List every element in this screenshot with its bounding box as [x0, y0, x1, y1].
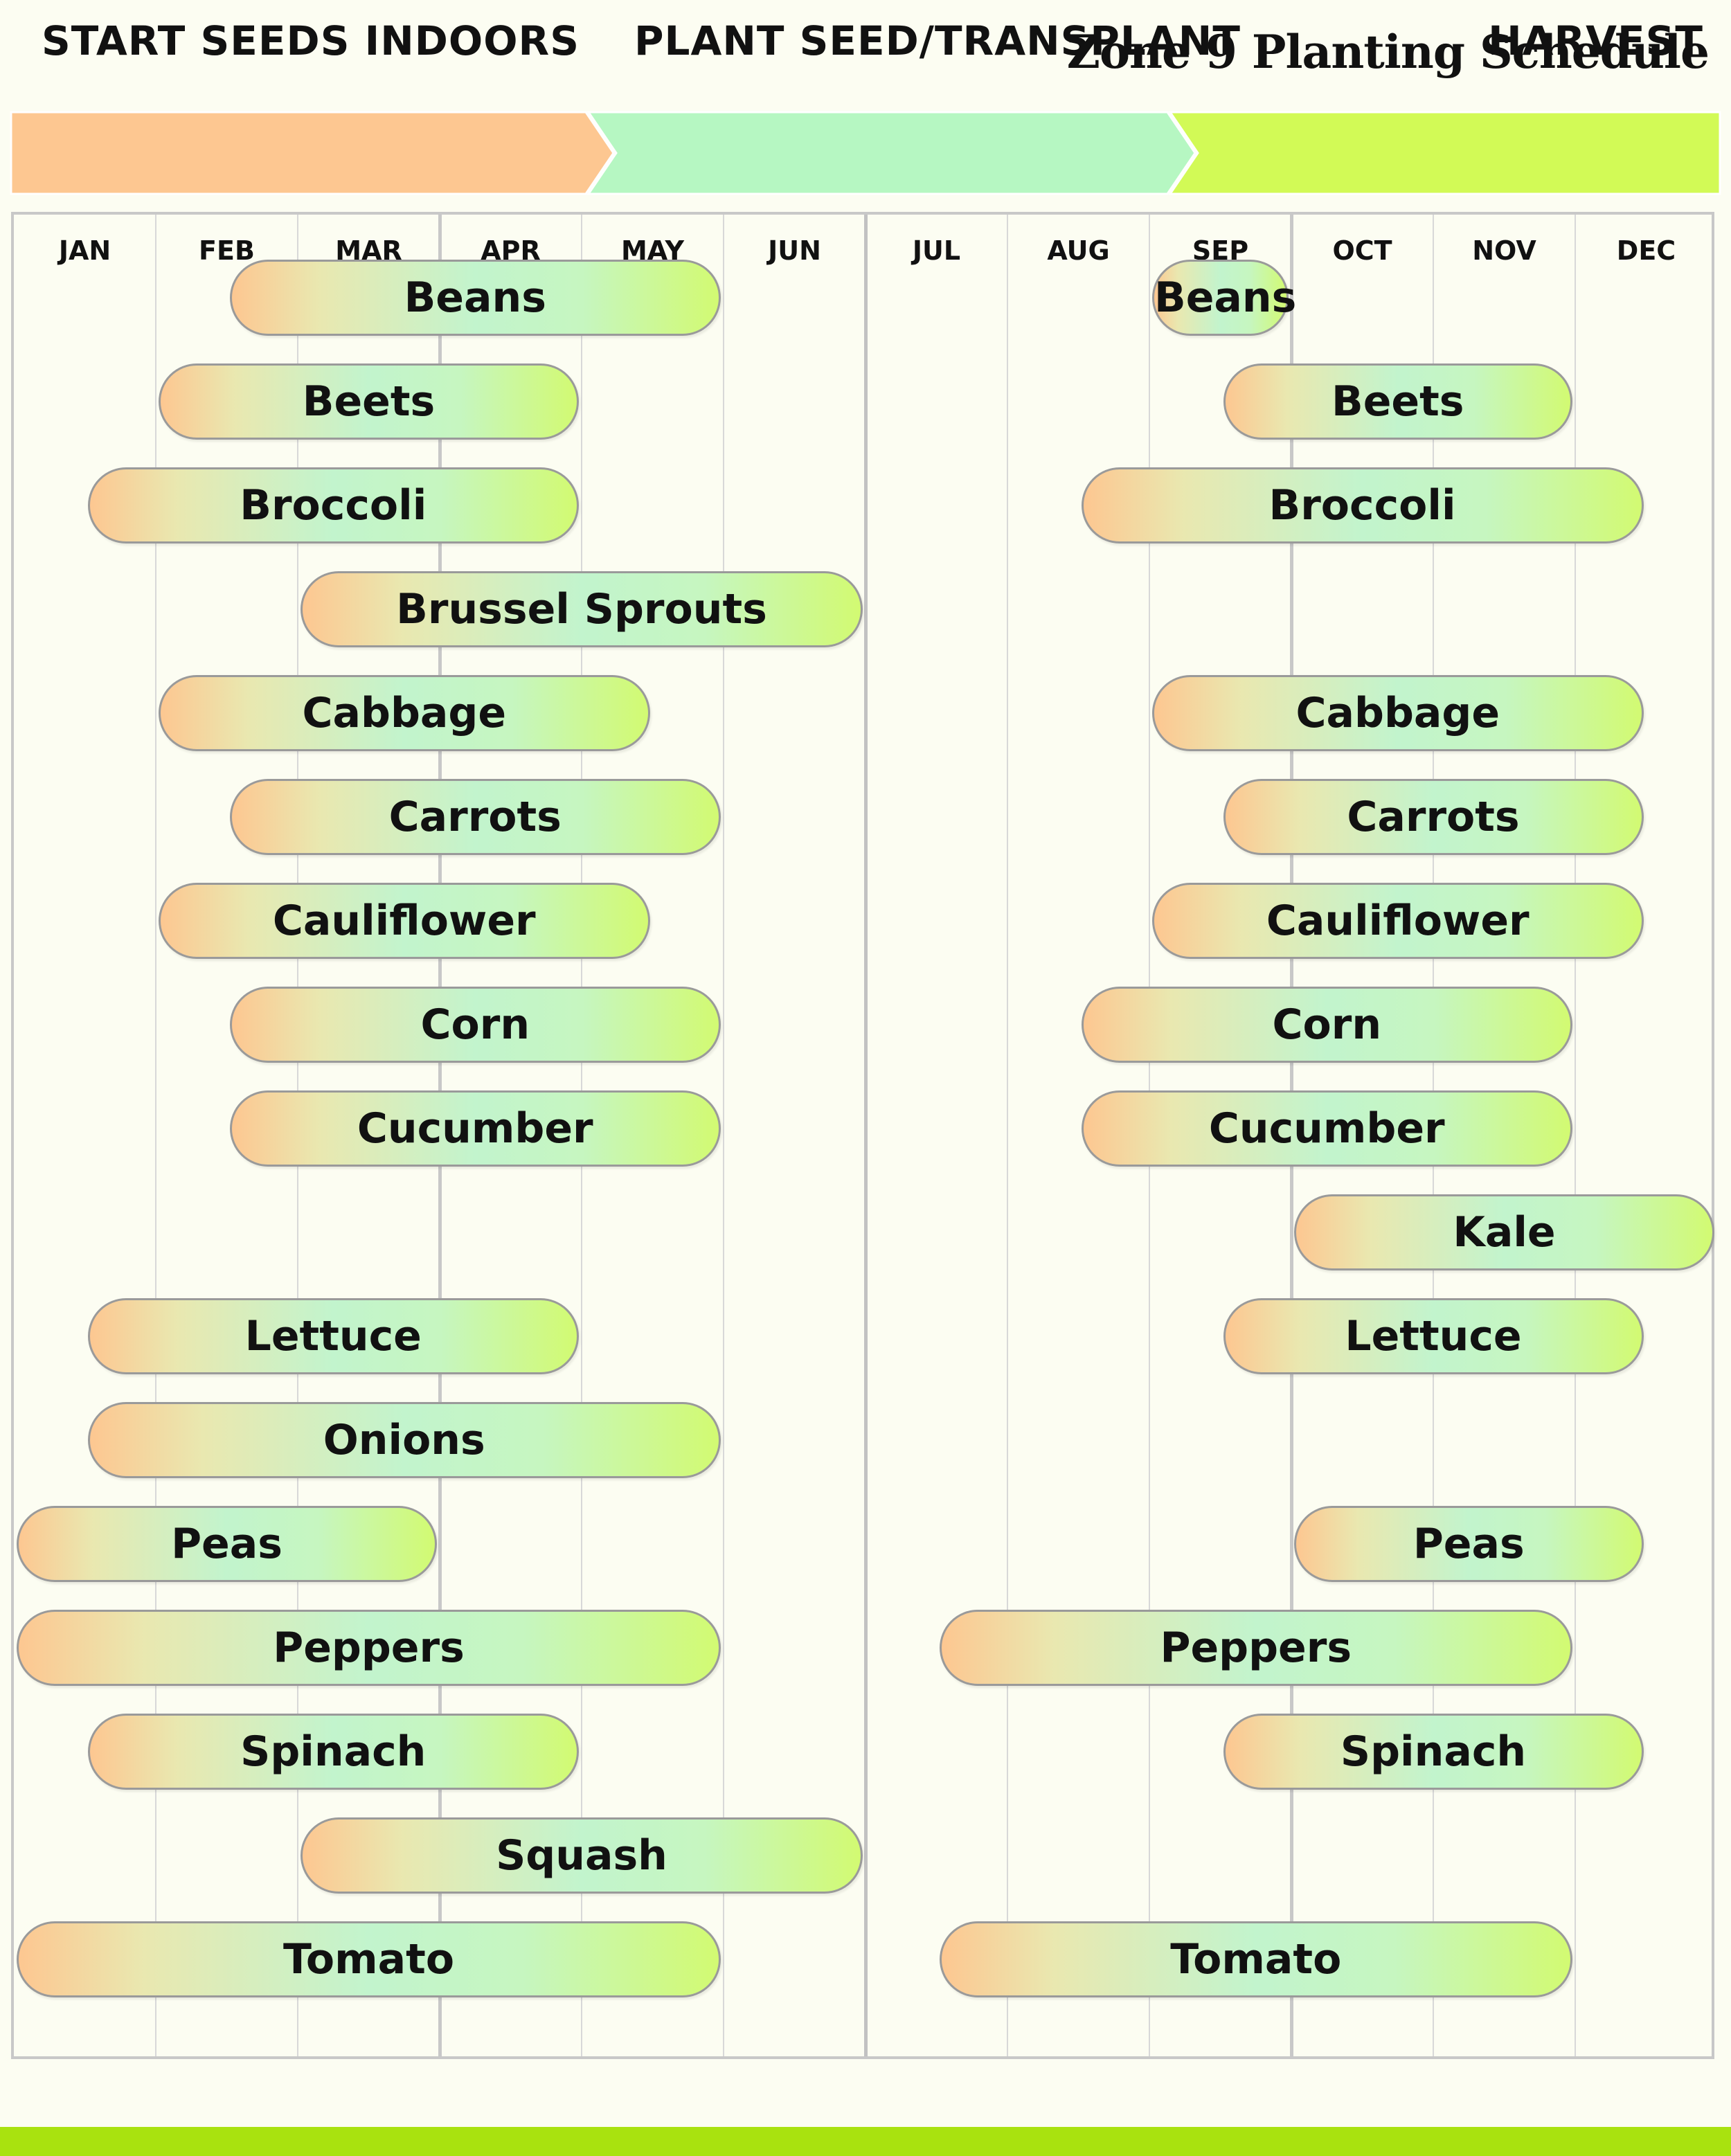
crop-bar-brussel-sprouts: Brussel Sprouts — [301, 571, 863, 647]
crop-bar-peas: Peas — [1294, 1506, 1644, 1582]
crop-bar-label: Cauliflower — [272, 897, 536, 945]
month-divider — [863, 215, 868, 2056]
page-title: Zone 9 Planting Schedule — [1066, 25, 1710, 79]
crop-bar-beans: Beans — [1152, 260, 1297, 336]
crop-bar-spinach: Spinach — [87, 1714, 579, 1790]
month-divider — [1575, 215, 1576, 2056]
crop-bar-label: Lettuce — [244, 1312, 422, 1360]
crop-bar-cauliflower: Cauliflower — [1152, 883, 1644, 959]
crop-bar-label: Beets — [302, 377, 436, 426]
crop-bar-carrots: Carrots — [229, 779, 721, 855]
crop-bar-label: Onions — [323, 1416, 485, 1464]
month-divider — [155, 215, 156, 2056]
crop-bar-beans: Beans — [229, 260, 721, 336]
crop-bar-label: Carrots — [388, 793, 562, 841]
crop-bar-label: Squash — [496, 1831, 667, 1880]
crop-bar-cucumber: Cucumber — [1081, 1090, 1572, 1167]
crop-bar-onions: Onions — [87, 1402, 721, 1478]
crop-bar-label: Beans — [404, 273, 546, 322]
crop-bar-broccoli: Broccoli — [1081, 467, 1644, 544]
crop-bar-cucumber: Cucumber — [229, 1090, 721, 1167]
crop-bar-label: Cucumber — [357, 1104, 593, 1153]
crop-bar-spinach: Spinach — [1223, 1714, 1644, 1790]
crop-bar-tomato: Tomato — [939, 1921, 1572, 1997]
crop-bar-corn: Corn — [1081, 987, 1572, 1063]
crop-bar-cabbage: Cabbage — [159, 675, 650, 751]
month-label-aug: AUG — [1047, 235, 1110, 266]
month-divider — [1007, 215, 1008, 2056]
legend-plant-label: PLANT SEED/TRANSPLANT — [634, 17, 1241, 64]
crop-bar-label: Tomato — [282, 1935, 455, 1984]
legend-ribbon — [10, 111, 1721, 195]
legend-start-seeds-label: START SEEDS INDOORS — [42, 17, 580, 64]
month-label-oct: OCT — [1332, 235, 1392, 266]
schedule-grid — [11, 212, 1714, 2059]
crop-bar-label: Peppers — [273, 1624, 465, 1672]
month-label-jan: JAN — [58, 235, 111, 266]
crop-bar-label: Brussel Sprouts — [396, 585, 767, 634]
crop-bar-label: Cucumber — [1208, 1104, 1445, 1153]
crop-bar-corn: Corn — [229, 987, 721, 1063]
month-label-jun: JUN — [768, 235, 821, 266]
crop-bar-squash: Squash — [301, 1817, 863, 1894]
crop-bar-label: Corn — [420, 1000, 530, 1049]
crop-bar-label: Lettuce — [1345, 1312, 1522, 1360]
crop-bar-cabbage: Cabbage — [1152, 675, 1644, 751]
footer-bar — [0, 2127, 1731, 2156]
crop-bar-label: Corn — [1272, 1000, 1382, 1049]
legend-harvest-shape — [1168, 111, 1721, 195]
month-label-nov: NOV — [1472, 235, 1536, 266]
crop-bar-label: Carrots — [1347, 793, 1520, 841]
crop-bar-label: Cabbage — [1295, 689, 1500, 737]
crop-bar-tomato: Tomato — [17, 1921, 721, 1997]
crop-bar-beets: Beets — [1223, 363, 1572, 440]
crop-bar-peppers: Peppers — [939, 1610, 1572, 1686]
crop-bar-broccoli: Broccoli — [87, 467, 579, 544]
month-divider — [723, 215, 724, 2056]
crop-bar-lettuce: Lettuce — [1223, 1298, 1644, 1374]
crop-bar-label: Cabbage — [302, 689, 507, 737]
crop-bar-peppers: Peppers — [17, 1610, 721, 1686]
crop-bar-carrots: Carrots — [1223, 779, 1644, 855]
crop-bar-label: Kale — [1453, 1208, 1556, 1257]
crop-bar-label: Peas — [1412, 1520, 1525, 1568]
month-label-feb: FEB — [199, 235, 255, 266]
crop-bar-lettuce: Lettuce — [87, 1298, 579, 1374]
crop-bar-label: Broccoli — [240, 481, 427, 530]
crop-bar-label: Broccoli — [1268, 481, 1456, 530]
legend-start-seeds-shape — [10, 111, 615, 195]
crop-bar-label: Peppers — [1160, 1624, 1352, 1672]
crop-bar-label: Tomato — [1170, 1935, 1342, 1984]
crop-bar-label: Beans — [1154, 273, 1297, 322]
crop-bar-label: Beets — [1331, 377, 1464, 426]
crop-bar-beets: Beets — [159, 363, 579, 440]
crop-bar-label: Spinach — [1340, 1727, 1527, 1776]
crop-bar-label: Peas — [171, 1520, 282, 1568]
legend-plant-shape — [586, 111, 1196, 195]
legend-harvest-label: HARVEST — [1488, 17, 1703, 64]
crop-bar-label: Spinach — [240, 1727, 427, 1776]
crop-bar-kale: Kale — [1294, 1194, 1714, 1270]
month-label-jul: JUL — [912, 235, 961, 266]
crop-bar-label: Cauliflower — [1266, 897, 1530, 945]
crop-bar-cauliflower: Cauliflower — [159, 883, 650, 959]
crop-bar-peas: Peas — [17, 1506, 437, 1582]
month-label-dec: DEC — [1616, 235, 1676, 266]
